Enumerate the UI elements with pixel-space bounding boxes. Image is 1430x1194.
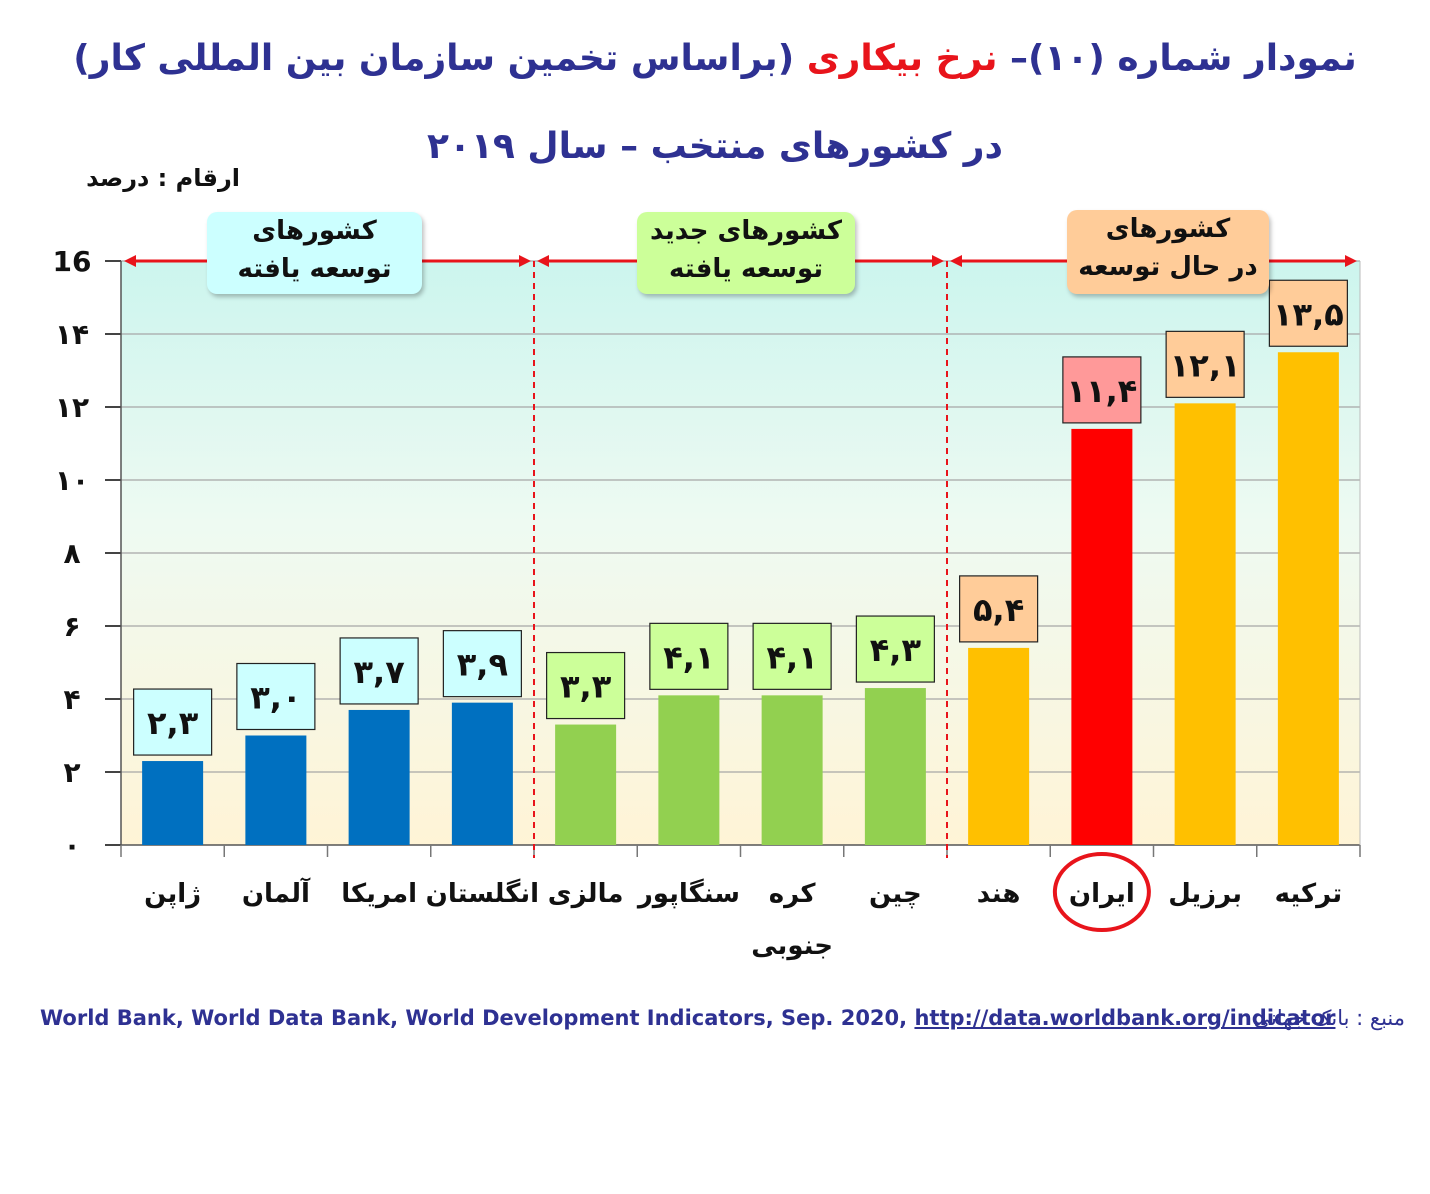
value-label: ۵,۴: [973, 591, 1024, 629]
category-label: کره: [769, 879, 817, 909]
value-label-box: [546, 651, 626, 720]
category-label: چین: [869, 879, 922, 909]
category-label: ژاپن: [144, 879, 201, 909]
y-tick-label: ۶: [63, 610, 80, 643]
arrow-head-right: [932, 255, 944, 267]
arrow-head-left: [124, 255, 136, 267]
arrow-head-left: [537, 255, 549, 267]
category-label: آلمان: [242, 877, 311, 909]
value-label: ۱۲,۱: [1170, 346, 1241, 384]
bar: [451, 702, 513, 845]
value-label: ۳,۷: [354, 653, 406, 691]
category-label: مالزی: [548, 879, 624, 909]
value-label: ۱۱,۴: [1067, 372, 1138, 410]
bar: [555, 724, 617, 845]
group-label-line2: توسعه یافته: [668, 254, 824, 284]
bar: [1071, 428, 1133, 845]
category-label: هند: [977, 879, 1021, 909]
source-text: World Bank, World Data Bank, World Devel…: [40, 1006, 915, 1030]
value-label-box: [1268, 279, 1348, 347]
y-tick-label: ۱۴: [55, 318, 89, 351]
group-label-line2: در حال توسعه: [1078, 252, 1258, 282]
category-label: امریکا: [341, 879, 417, 909]
y-tick-label: ۲: [63, 756, 80, 789]
value-label-box: [1062, 356, 1142, 424]
value-label-box: [752, 622, 832, 690]
chart-title-line1: نمودار شماره (۱۰)– نرخ بیکاری (براساس تخ…: [0, 38, 1430, 79]
category-label: ترکیه: [1275, 879, 1342, 909]
arrow-head-right: [519, 255, 531, 267]
category-label: ایران: [1069, 879, 1135, 909]
value-label-box: [133, 688, 213, 756]
category-label: جنوبی: [751, 931, 833, 961]
value-label: ۴,۱: [663, 638, 714, 676]
value-label-box: [855, 615, 935, 683]
group-label-line1: کشورهای: [1105, 214, 1231, 244]
source-link[interactable]: http://data.worldbank.org/indicator: [914, 1006, 1336, 1030]
value-label-box: [442, 630, 522, 698]
value-label-box: [339, 637, 419, 705]
value-label: ۴,۳: [870, 631, 922, 669]
category-label: سنگاپور: [636, 878, 740, 909]
value-label: ۴,۱: [767, 638, 818, 676]
bar: [1277, 352, 1339, 845]
value-label-box: [649, 622, 729, 690]
bar: [864, 688, 926, 845]
value-label-box: [236, 662, 316, 731]
bar: [968, 647, 1030, 845]
title-part2-red: نرخ بیکاری: [806, 38, 998, 79]
value-label-box: [1165, 330, 1245, 398]
category-label: انگلستان: [426, 878, 539, 909]
y-tick-label: ۰: [63, 829, 80, 862]
value-label: ۱۳,۵: [1273, 295, 1344, 333]
units-label: ارقام : درصد: [86, 164, 240, 192]
bar: [1174, 403, 1236, 845]
bar: [348, 709, 410, 845]
bar-chart: ۰ ۲ ۴ ۶ ۸ ۱۰ ۱۲ ۱۴ 16 ۲,۳ ژاپن ۳,۰ آلمان ۳,۷ امریکا ۳,۹…: [53, 245, 1361, 961]
group-label-line1: کشورهای: [252, 216, 377, 246]
y-tick-label: ۱۰: [55, 464, 89, 497]
y-tick-label: ۱۲: [55, 391, 89, 424]
value-label: ۳,۰: [250, 679, 301, 717]
value-label: ۳,۹: [457, 646, 508, 684]
arrow-head-right: [1345, 255, 1357, 267]
bar: [245, 735, 307, 845]
bar: [142, 761, 204, 845]
group-label-developing: کشورهای در حال توسعه: [1067, 210, 1269, 294]
chart-title-line2: در کشورهای منتخب – سال ۲۰۱۹: [427, 126, 1003, 167]
title-part1: نمودار شماره (۱۰)–: [997, 38, 1357, 79]
source-label: منبع : بانک جهانی: [1253, 1006, 1406, 1030]
value-label: ۳,۳: [560, 668, 612, 706]
y-tick-label: 16: [53, 245, 92, 278]
group-label-line2: توسعه یافته: [237, 254, 392, 284]
value-label-box: [959, 575, 1039, 643]
source-note: World Bank, World Data Bank, World Devel…: [40, 1006, 1405, 1030]
group-label-developed: کشورهای توسعه یافته: [207, 212, 422, 294]
group-label-line1: کشورهای جدید: [649, 216, 843, 246]
highlight-circle: [1052, 852, 1151, 932]
group-label-new-developed: کشورهای جدید توسعه یافته: [637, 212, 855, 294]
category-label: برزیل: [1168, 879, 1242, 909]
y-tick-label: ۸: [63, 537, 80, 570]
bar: [761, 695, 823, 845]
arrow-head-left: [950, 255, 962, 267]
bar: [658, 695, 720, 845]
value-label: ۲,۳: [147, 704, 199, 742]
y-tick-label: ۴: [63, 683, 80, 716]
title-part3: (براساس تخمین سازمان بین المللی کار): [73, 38, 807, 79]
